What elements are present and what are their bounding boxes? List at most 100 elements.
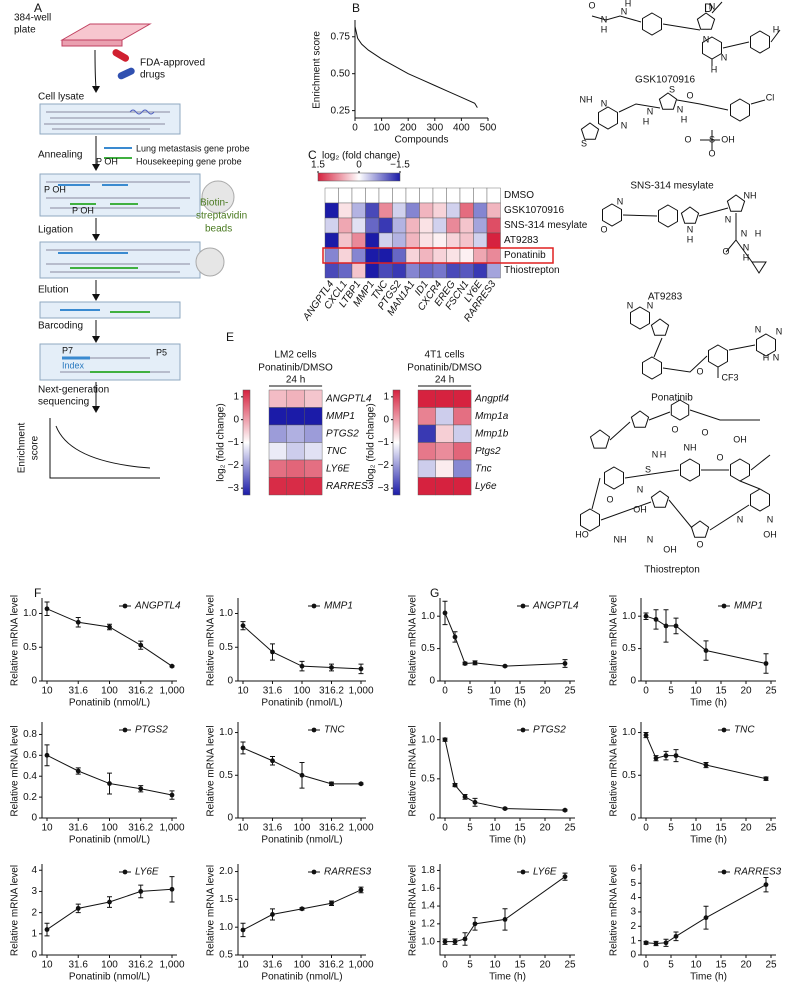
- heatmap-cell: [351, 217, 366, 234]
- heatmap-cell: [378, 202, 393, 219]
- legend-marker: [520, 603, 526, 609]
- data-point: [703, 648, 709, 653]
- atom-label: N: [721, 52, 728, 62]
- x-tick-label: 5: [668, 823, 674, 834]
- heatmap-cell: [419, 217, 434, 234]
- y-tick-label: 1.2: [421, 918, 435, 929]
- x-tick-label: 31.6: [263, 823, 283, 834]
- ring: [750, 30, 770, 54]
- heatmap-cell: [286, 424, 305, 443]
- x-tick-label: 10: [41, 823, 53, 834]
- heatmap-cell: [392, 232, 407, 249]
- y-tick-label: 2: [630, 921, 636, 932]
- pill: [112, 49, 130, 62]
- x-tick-label: 31.6: [263, 686, 283, 697]
- heatmap-cell: [268, 477, 287, 496]
- axis: [41, 722, 177, 819]
- mini-curve: [55, 425, 151, 469]
- highlight-box: [322, 247, 554, 264]
- x-tick-label: 10: [489, 960, 501, 971]
- data-point: [169, 663, 175, 669]
- atom-label: O: [708, 148, 715, 158]
- x-axis-label: Time (h): [690, 835, 727, 846]
- heatmap-cell: [324, 187, 339, 204]
- data-point: [442, 939, 448, 945]
- atom-label: CF3: [721, 372, 738, 382]
- y-tick-label: 4: [630, 892, 636, 903]
- atom-label: H: [643, 116, 650, 126]
- y-tick-label: 0: [429, 676, 435, 687]
- diagram-text: Housekeeping gene probe: [136, 156, 242, 166]
- heatmap-cell: [419, 247, 434, 264]
- data-point: [643, 732, 649, 738]
- heatmap-cell: [446, 232, 461, 249]
- x-tick-label: 20: [539, 960, 551, 971]
- atom-label: O: [588, 0, 595, 10]
- x-tick-label: 5: [467, 960, 473, 971]
- atom-label: H: [763, 352, 770, 362]
- y-tick-label: 6: [630, 864, 636, 875]
- x-tick-label: 100: [373, 123, 390, 134]
- diagram-text: beads: [205, 224, 232, 235]
- data-point: [673, 623, 679, 629]
- x-tick-label: 200: [400, 123, 417, 134]
- panel-label: F: [34, 586, 41, 600]
- arrowhead: [92, 406, 100, 413]
- ring: [750, 488, 770, 512]
- y-tick-label: 0: [31, 676, 37, 687]
- heatmap-cell: [435, 389, 454, 408]
- heatmap-cell: [351, 247, 366, 264]
- atom-label: N: [652, 449, 659, 459]
- data-point: [763, 776, 769, 782]
- x-tick-label: 0: [442, 823, 448, 834]
- atom-label: O: [696, 366, 703, 376]
- atom-label: OH: [721, 134, 735, 144]
- legend-marker: [721, 727, 727, 733]
- x-tick-label: 100: [101, 686, 118, 697]
- atom-label: NH: [580, 94, 593, 104]
- colorbar: [242, 389, 251, 496]
- data-point: [663, 623, 669, 629]
- heatmap-cell: [365, 262, 380, 279]
- data-point: [358, 887, 364, 893]
- heatmap-cell: [365, 217, 380, 234]
- y-tick-label: 0: [429, 813, 435, 824]
- data-point: [107, 899, 112, 905]
- colorbar-tick-label: 0: [233, 414, 239, 425]
- heatmap-cell: [378, 262, 393, 279]
- heatmap-cell: [405, 232, 420, 249]
- rna-strands: [46, 249, 190, 273]
- diagram-text: score: [30, 435, 41, 460]
- heatmap-cell: [268, 424, 287, 443]
- heatmap-cell: [351, 232, 366, 249]
- data-point: [270, 649, 275, 655]
- atom-label: N: [621, 120, 628, 130]
- heatmap-cell: [338, 232, 353, 249]
- atom-label: H: [601, 24, 608, 34]
- heatmap-cell: [365, 187, 380, 204]
- y-tick-label: 0.5: [219, 950, 233, 961]
- x-tick-label: 31.6: [68, 960, 88, 971]
- heatmap-cell: [378, 232, 393, 249]
- legend-label: PTGS2: [135, 725, 168, 736]
- data-point: [138, 889, 144, 894]
- heatmap-cell: [351, 202, 366, 219]
- x-axis-label: Time (h): [489, 698, 526, 709]
- atom-label: N: [725, 214, 732, 224]
- y-tick-label: 0: [630, 676, 636, 687]
- x-tick-label: 1,000: [159, 960, 184, 971]
- x-tick-label: 5: [467, 823, 473, 834]
- colorbar-tick-label: −2: [378, 460, 390, 471]
- legend-label: TNC: [324, 725, 345, 736]
- y-tick-label: 1: [630, 935, 636, 946]
- x-tick-label: 20: [740, 686, 752, 697]
- y-axis-label: Relative mRNA level: [609, 725, 620, 816]
- ring: [580, 508, 600, 532]
- y-axis-label: Relative mRNA level: [609, 595, 620, 686]
- atom-label: N: [703, 34, 710, 44]
- data-point: [75, 905, 81, 911]
- x-axis-label: Ponatinib (nmol/L): [261, 835, 342, 846]
- heatmap-cell: [473, 247, 488, 264]
- ring: [690, 520, 710, 538]
